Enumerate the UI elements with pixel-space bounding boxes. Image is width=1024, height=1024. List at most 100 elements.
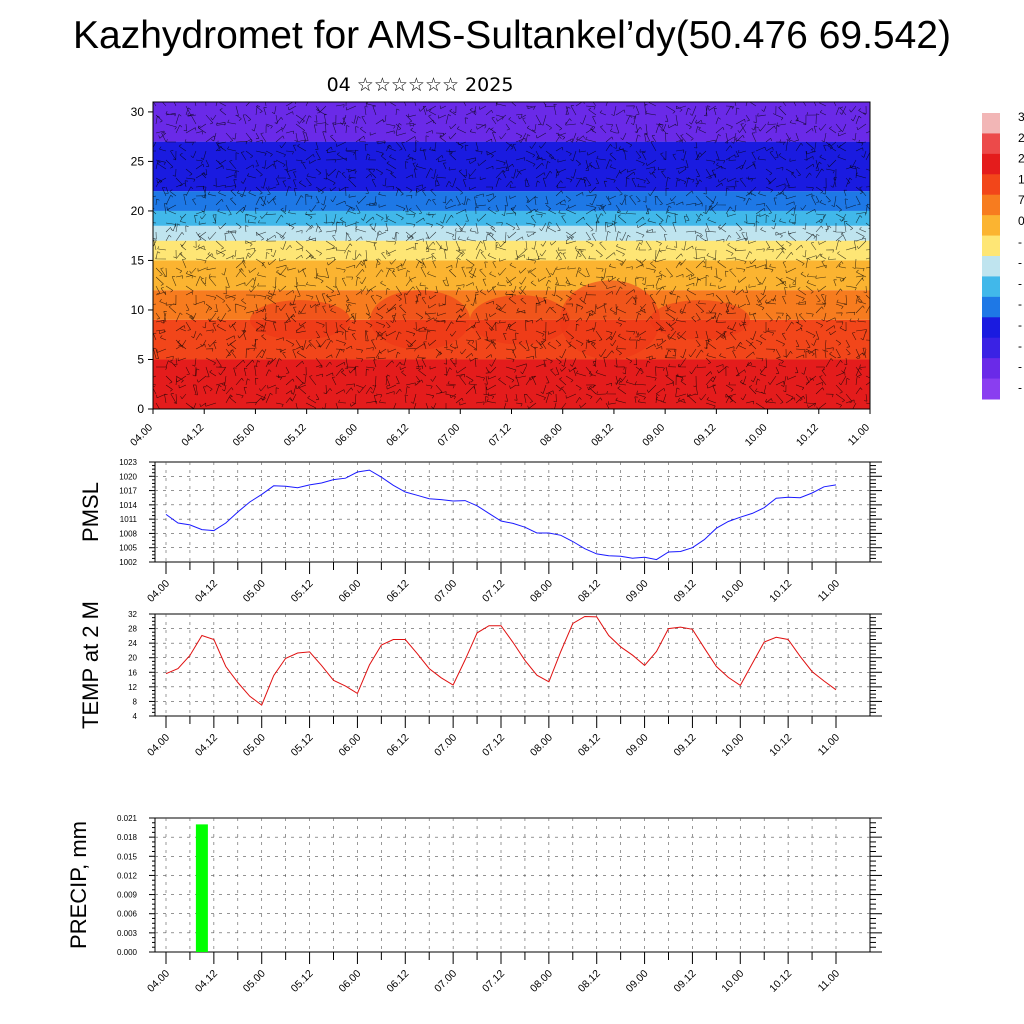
precip-y-tick-label-3: 0.009 xyxy=(117,891,138,900)
colorbar-label-3: 1 xyxy=(1018,172,1024,186)
precip-y-tick-label-7: 0.021 xyxy=(117,814,138,823)
colorbar-swatch-11 xyxy=(982,337,1000,359)
heatmap-y-tick-label-0: 0 xyxy=(137,402,144,416)
heatmap-y-tick-label-6: 30 xyxy=(131,105,145,119)
temp-y-tick-label-2: 12 xyxy=(128,683,137,692)
pmsl-y-tick-label-7: 1023 xyxy=(119,458,137,467)
heatmap-x-tick-label-7: 07.12 xyxy=(487,422,514,449)
colorbar-swatch-9 xyxy=(982,296,1000,318)
colorbar-swatch-1 xyxy=(982,133,1000,155)
heatmap-x-tick-label-12: 10.00 xyxy=(743,422,770,449)
precip-y-tick-label-0: 0.000 xyxy=(117,948,138,957)
colorbar-label-1: 2 xyxy=(1018,131,1024,145)
colorbar: 3 2 2 1 7 0 - - - - - - - - xyxy=(982,110,1024,400)
pmsl-x-tick-label-1: 04.12 xyxy=(193,578,220,605)
temp-x-tick-label-10: 09.00 xyxy=(624,732,651,759)
pmsl-x-tick-label-10: 09.00 xyxy=(624,578,651,605)
pmsl-x-tick-label-0: 04.00 xyxy=(145,578,172,605)
wind-barbs xyxy=(153,102,870,409)
temperature-heatmap-panel: 0 5 10 15 20 25 30 04.00 04.12 05.00 05.12 06.00 06.… xyxy=(128,101,872,449)
precip-x-tick-label-6: 07.00 xyxy=(432,968,459,995)
precip-x-tick-label-0: 04.00 xyxy=(145,968,172,995)
colorbar-label-11: - xyxy=(1018,339,1022,353)
chart-title: Kazhydromet for AMS-Sultankel’dy(50.476 … xyxy=(73,14,951,57)
pmsl-x-tick-label-3: 05.12 xyxy=(289,578,316,605)
pmsl-x-tick-label-9: 08.12 xyxy=(576,578,603,605)
precip-grid xyxy=(155,818,870,952)
colorbar-label-13: - xyxy=(1018,380,1022,394)
temp-x-tick-label-3: 05.12 xyxy=(289,732,316,759)
pmsl-x-tick-label-13: 10.12 xyxy=(767,578,794,605)
chart-subtitle: 04 ☆☆☆☆☆☆ 2025 xyxy=(326,74,514,96)
heatmap-y-tick-label-2: 10 xyxy=(131,303,145,317)
heatmap-x-tick-label-10: 09.00 xyxy=(640,422,667,449)
temp-y-tick-label-3: 16 xyxy=(128,668,137,677)
heatmap-x-tick-label-2: 05.00 xyxy=(230,422,257,449)
colorbar-label-0: 3 xyxy=(1018,110,1024,124)
temp-band-7 xyxy=(153,191,870,211)
temp-x-tick-label-13: 10.12 xyxy=(767,732,794,759)
temp-x-tick-label-9: 08.12 xyxy=(576,732,603,759)
heatmap-x-tick-label-3: 05.12 xyxy=(282,422,309,449)
heatmap-x-tick-label-5: 06.12 xyxy=(384,422,411,449)
heatmap-x-tick-label-6: 07.00 xyxy=(435,422,462,449)
colorbar-label-12: - xyxy=(1018,360,1022,374)
temp-band-0 xyxy=(153,359,870,409)
precip-bar-0 xyxy=(195,824,208,952)
heatmap-x-tick-label-4: 06.00 xyxy=(333,422,360,449)
colorbar-swatch-5 xyxy=(982,215,1000,237)
pmsl-x-tick-label-2: 05.00 xyxy=(241,578,268,605)
precip-y-tick-label-6: 0.018 xyxy=(117,833,138,842)
temp-y-tick-label-6: 28 xyxy=(128,625,137,634)
precip-x-tick-label-10: 09.00 xyxy=(624,968,651,995)
precip-x-tick-label-7: 07.12 xyxy=(480,968,507,995)
heatmap-x-tick-label-11: 09.12 xyxy=(691,422,718,449)
pmsl-x-tick-label-4: 06.00 xyxy=(336,578,363,605)
precip-y-axis-title: PRECIP, mm xyxy=(66,821,91,949)
temp-y-tick-label-1: 8 xyxy=(133,697,138,706)
heatmap-y-tick-label-5: 25 xyxy=(131,154,145,168)
colorbar-label-2: 2 xyxy=(1018,152,1024,166)
colorbar-swatch-0 xyxy=(982,113,1000,134)
colorbar-swatch-7 xyxy=(982,256,1000,277)
temp-x-tick-label-1: 04.12 xyxy=(193,732,220,759)
heatmap-clip-group xyxy=(153,102,870,409)
pmsl-x-tick-label-12: 10.00 xyxy=(719,578,746,605)
heatmap-x-tick-label-1: 04.12 xyxy=(179,422,206,449)
pmsl-y-tick-label-4: 1014 xyxy=(119,501,137,510)
temp-x-tick-label-6: 07.00 xyxy=(432,732,459,759)
temp-grid xyxy=(155,614,870,716)
precip-x-tick-label-11: 09.12 xyxy=(671,968,698,995)
temp-band-9 xyxy=(153,102,870,142)
precip-x-tick-label-12: 10.00 xyxy=(719,968,746,995)
heatmap-y-tick-label-4: 20 xyxy=(131,204,145,218)
pmsl-y-tick-label-2: 1008 xyxy=(119,529,137,538)
heatmap-y-tick-label-1: 5 xyxy=(137,352,144,366)
pmsl-x-tick-label-8: 08.00 xyxy=(528,578,555,605)
temp-y-tick-label-5: 24 xyxy=(128,639,137,648)
temp-y-tick-label-0: 4 xyxy=(133,712,138,721)
temp-bump-0 xyxy=(250,300,350,340)
temp-band-4 xyxy=(153,240,870,261)
colorbar-label-5: 0 xyxy=(1018,214,1024,228)
temp-x-tick-label-14: 11.00 xyxy=(816,732,843,759)
temp-x-tick-label-7: 07.12 xyxy=(480,732,507,759)
pmsl-x-tick-label-7: 07.12 xyxy=(480,578,507,605)
pmsl-x-tick-label-11: 09.12 xyxy=(671,578,698,605)
temp-band-5 xyxy=(153,225,870,241)
pmsl-y-tick-label-1: 1005 xyxy=(119,544,137,553)
precip-x-tick-label-2: 05.00 xyxy=(241,968,268,995)
precip-x-tick-label-14: 11.00 xyxy=(816,968,843,995)
precip-x-tick-label-13: 10.12 xyxy=(767,968,794,995)
precip-y-tick-label-5: 0.015 xyxy=(117,852,138,861)
heatmap-x-tick-label-13: 10.12 xyxy=(794,422,821,449)
temp-series-line xyxy=(165,615,837,706)
temp-bump-1 xyxy=(370,290,470,350)
heatmap-y-tick-label-3: 15 xyxy=(131,253,145,267)
wind-barb-strokes xyxy=(153,102,870,409)
pmsl-y-tick-label-3: 1011 xyxy=(120,515,138,524)
heatmap-x-tick-label-0: 04.00 xyxy=(128,422,155,449)
pmsl-y-axis-title: PMSL xyxy=(78,482,103,542)
colorbar-swatch-8 xyxy=(982,276,1000,298)
pmsl-x-tick-label-14: 11.00 xyxy=(816,578,843,605)
